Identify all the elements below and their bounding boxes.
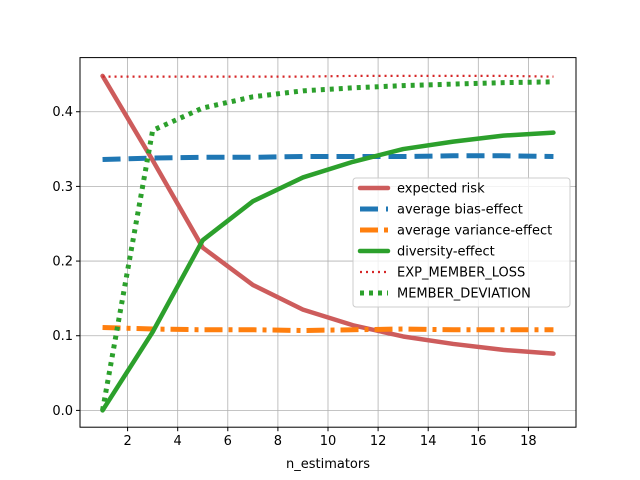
series-line-2 [102,153,554,163]
series-line-1 [100,73,556,356]
axis-ticks: 2 4 6 8 10 12 14 16 18 0.0 0.1 0.2 0.3 0.4 [52,105,536,449]
legend-box [352,177,571,308]
legend-label-6: MEMBER_DEVIATION [397,287,531,302]
x-tick-label: 2 [123,434,131,449]
x-tick-label: 8 [274,434,282,449]
legend-label-2: average bias-effect [397,203,523,218]
x-tick-label: 16 [470,434,487,449]
x-tick-label: 6 [224,434,232,449]
legend-label-3: average variance-effect [397,224,552,239]
legend: expected risk average bias-effect average … [352,177,571,308]
legend-label-4: diversity-effect [397,245,495,260]
x-axis-label: n_estimators [286,457,370,472]
x-tick-label: 4 [174,434,182,449]
y-tick-label: 0.4 [52,105,73,120]
y-tick-label: 0.0 [52,404,73,419]
series-lines [100,73,556,413]
legend-label-1: expected risk [397,182,485,197]
y-tick-label: 0.2 [52,255,73,270]
legend-label-5: EXP_MEMBER_LOSS [397,266,525,281]
x-tick-label: 14 [420,434,437,449]
series-line-4 [100,130,556,413]
series-line-3 [102,325,554,334]
y-tick-label: 0.3 [52,180,73,195]
x-tick-label: 10 [320,434,337,449]
y-tick-label: 0.1 [52,329,73,344]
x-tick-label: 18 [520,434,537,449]
x-tick-label: 12 [370,434,387,449]
